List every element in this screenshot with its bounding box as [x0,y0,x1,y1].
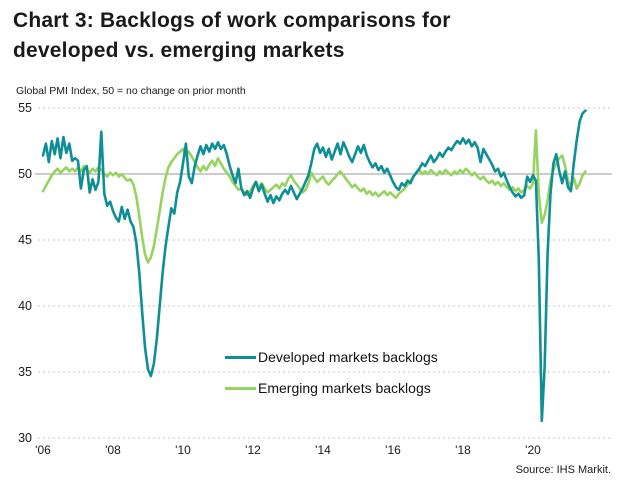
y-tick-label-40: 40 [18,299,32,313]
x-tick-label-16: '16 [385,443,401,457]
chart-title-line-2: developed vs. emerging markets [13,39,345,62]
y-tick-label-50: 50 [18,167,32,181]
y-tick-label-30: 30 [18,431,32,445]
legend-label-developed: Developed markets backlogs [258,349,438,365]
line-developed [41,109,587,423]
gridlines [35,107,612,439]
x-tick-label-10: '10 [175,443,191,457]
chart-subtitle: Global PMI Index, 50 = no change on prio… [16,85,246,97]
legend: Developed markets backlogs Emerging mark… [225,349,438,411]
chart-title-line-1: Chart 3: Backlogs of work comparisons fo… [13,9,451,32]
y-tick-label-55: 55 [18,101,32,115]
source-attribution: Source: IHS Markit. [515,464,611,476]
x-tick-label-06: '06 [35,443,51,457]
legend-item-developed: Developed markets backlogs [225,349,438,365]
x-tick-label-12: '12 [245,443,261,457]
x-tick-label-08: '08 [105,443,121,457]
chart-title: Chart 3: Backlogs of work comparisons fo… [13,6,573,66]
legend-item-emerging: Emerging markets backlogs [225,380,438,396]
data-series-lines [41,109,587,423]
emerging-line-swatch [225,386,256,390]
y-tick-label-35: 35 [18,365,32,379]
line-emerging [41,129,587,264]
y-tick-label-45: 45 [18,233,32,247]
x-tick-label-18: '18 [455,443,471,457]
legend-label-emerging: Emerging markets backlogs [258,380,431,396]
x-tick-label-20: '20 [525,443,541,457]
developed-line-swatch [225,355,256,359]
x-tick-label-14: '14 [315,443,331,457]
